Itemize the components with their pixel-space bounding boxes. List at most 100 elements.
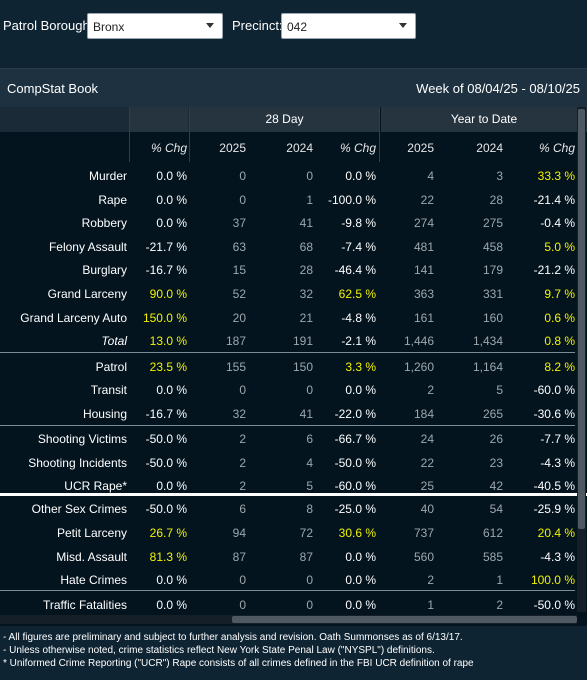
group-week-spacer	[130, 107, 188, 132]
precinct-label: Precinct:	[232, 18, 283, 33]
row-label: Total	[101, 334, 127, 348]
row-label: Grand Larceny	[47, 287, 127, 301]
cell-28day-pct-chg: -9.8 %	[341, 216, 376, 230]
table-row: Patrol 23.5 % 155 150 3.3 % 1,260 1,164 8.2 %	[0, 355, 587, 379]
cell-28day-2024: 4	[306, 456, 313, 470]
cell-ytd-pct-chg: 0.6 %	[544, 311, 575, 325]
group-year-to-date: Year to Date	[380, 107, 587, 132]
cell-ytd-2024: 1	[496, 573, 503, 587]
cell-ytd-pct-chg: 0.8 %	[544, 334, 575, 348]
chevron-down-icon	[206, 23, 214, 28]
cell-ytd-pct-chg: 33.3 %	[537, 169, 575, 183]
row-label: Felony Assault	[48, 240, 127, 254]
cell-ytd-2025: 363	[413, 287, 434, 301]
cell-ytd-pct-chg: -40.5 %	[533, 479, 575, 493]
cell-28day-2025: 87	[232, 550, 246, 564]
table-row: Total 13.0 % 187 191 -2.1 % 1,446 1,434 0.8 %	[0, 329, 587, 353]
column-group-row: 28 Day Year to Date	[0, 107, 587, 132]
column-header-ytd-2025: 2025	[407, 141, 434, 155]
cell-28day-pct-chg: 62.5 %	[338, 287, 376, 301]
grid-line	[379, 107, 380, 162]
cell-ytd-2025: 22	[420, 193, 434, 207]
cell-ytd-pct-chg: 8.2 %	[544, 360, 575, 374]
cell-ytd-pct-chg: -4.3 %	[540, 456, 575, 470]
table-row: UCR Rape* 0.0 % 2 5 -60.0 % 25 42 -40.5 %	[0, 474, 587, 498]
cell-ytd-2025: 1,446	[403, 334, 434, 348]
cell-28day-pct-chg: -4.8 %	[341, 311, 376, 325]
row-label: Hate Crimes	[60, 573, 127, 587]
cell-week-pct-chg: 150.0 %	[142, 311, 187, 325]
cell-28day-2025: 0	[239, 573, 246, 587]
borough-value: Bronx	[93, 20, 125, 34]
table-row: Traffic Fatalities 0.0 % 0 0 0.0 % 1 2 -50.0 %	[0, 593, 587, 617]
cell-ytd-pct-chg: 9.7 %	[544, 287, 575, 301]
cell-28day-2024: 87	[299, 550, 313, 564]
row-label: Housing	[82, 407, 127, 421]
row-label: Misd. Assault	[56, 550, 127, 564]
cell-28day-2025: 32	[232, 407, 246, 421]
cell-ytd-2025: 560	[413, 550, 434, 564]
chevron-down-icon	[399, 23, 407, 28]
cell-ytd-2024: 1,164	[472, 360, 503, 374]
cell-week-pct-chg: 90.0 %	[149, 287, 187, 301]
cell-28day-pct-chg: -50.0 %	[334, 456, 376, 470]
cell-28day-pct-chg: -7.4 %	[341, 240, 376, 254]
cell-28day-2024: 21	[299, 311, 313, 325]
cell-ytd-2025: 1	[427, 598, 434, 612]
table-row: Shooting Incidents -50.0 % 2 4 -50.0 % 22 23 -4…	[0, 451, 587, 475]
section-divider	[0, 425, 575, 426]
precinct-select[interactable]: 042	[281, 13, 416, 39]
cell-ytd-2025: 141	[413, 263, 434, 277]
cell-week-pct-chg: 23.5 %	[149, 360, 187, 374]
row-label: Traffic Fatalities	[42, 598, 127, 612]
vertical-scroll-thumb[interactable]	[578, 109, 585, 529]
cell-ytd-2025: 184	[413, 407, 434, 421]
table-row: Murder 0.0 % 0 0 0.0 % 4 3 33.3 %	[0, 164, 587, 188]
cell-28day-2024: 41	[299, 407, 313, 421]
cell-28day-pct-chg: -2.1 %	[341, 334, 376, 348]
cell-28day-2025: 187	[225, 334, 246, 348]
cell-ytd-2024: 2	[496, 598, 503, 612]
cell-ytd-pct-chg: -0.4 %	[540, 216, 575, 230]
cell-ytd-2025: 24	[420, 432, 434, 446]
cell-ytd-2025: 161	[413, 311, 434, 325]
horizontal-scroll-thumb[interactable]	[232, 616, 577, 623]
row-label: Petit Larceny	[56, 526, 127, 540]
cell-ytd-2025: 4	[427, 169, 434, 183]
cell-28day-pct-chg: 0.0 %	[345, 598, 376, 612]
cell-28day-2025: 155	[225, 360, 246, 374]
cell-ytd-2024: 26	[489, 432, 503, 446]
cell-ytd-pct-chg: -25.9 %	[533, 502, 575, 516]
cell-ytd-2024: 179	[482, 263, 503, 277]
cell-28day-2025: 2	[239, 479, 246, 493]
table-row: Transit 0.0 % 0 0 0.0 % 2 5 -60.0 %	[0, 378, 587, 402]
cell-week-pct-chg: -16.7 %	[145, 407, 187, 421]
column-header-week-pct-chg: % Chg	[150, 141, 187, 155]
borough-select[interactable]: Bronx	[87, 13, 223, 39]
row-label: Patrol	[95, 360, 127, 374]
row-label: Murder	[88, 169, 127, 183]
table-row: Rape 0.0 % 0 1 -100.0 % 22 28 -21.4 %	[0, 188, 587, 212]
cell-ytd-2025: 22	[420, 456, 434, 470]
cell-28day-2025: 6	[239, 502, 246, 516]
cell-ytd-2025: 274	[413, 216, 434, 230]
cell-28day-2024: 0	[306, 383, 313, 397]
cell-ytd-pct-chg: 5.0 %	[544, 240, 575, 254]
cell-28day-2024: 6	[306, 432, 313, 446]
cell-ytd-2024: 265	[482, 407, 503, 421]
cell-28day-2024: 41	[299, 216, 313, 230]
cell-28day-2024: 28	[299, 263, 313, 277]
row-label: UCR Rape*	[64, 479, 127, 493]
cell-ytd-2025: 2	[427, 383, 434, 397]
cell-28day-2024: 32	[299, 287, 313, 301]
section-divider	[0, 352, 575, 353]
cell-28day-2025: 2	[239, 432, 246, 446]
cell-28day-pct-chg: -100.0 %	[327, 193, 376, 207]
table-row: Grand Larceny Auto 150.0 % 20 21 -4.8 % 161 16…	[0, 306, 587, 330]
cell-ytd-2024: 3	[496, 169, 503, 183]
precinct-value: 042	[287, 20, 308, 34]
cell-week-pct-chg: 0.0 %	[156, 598, 187, 612]
cell-ytd-pct-chg: -50.0 %	[533, 598, 575, 612]
cell-28day-2025: 20	[232, 311, 246, 325]
cell-28day-2025: 0	[239, 193, 246, 207]
